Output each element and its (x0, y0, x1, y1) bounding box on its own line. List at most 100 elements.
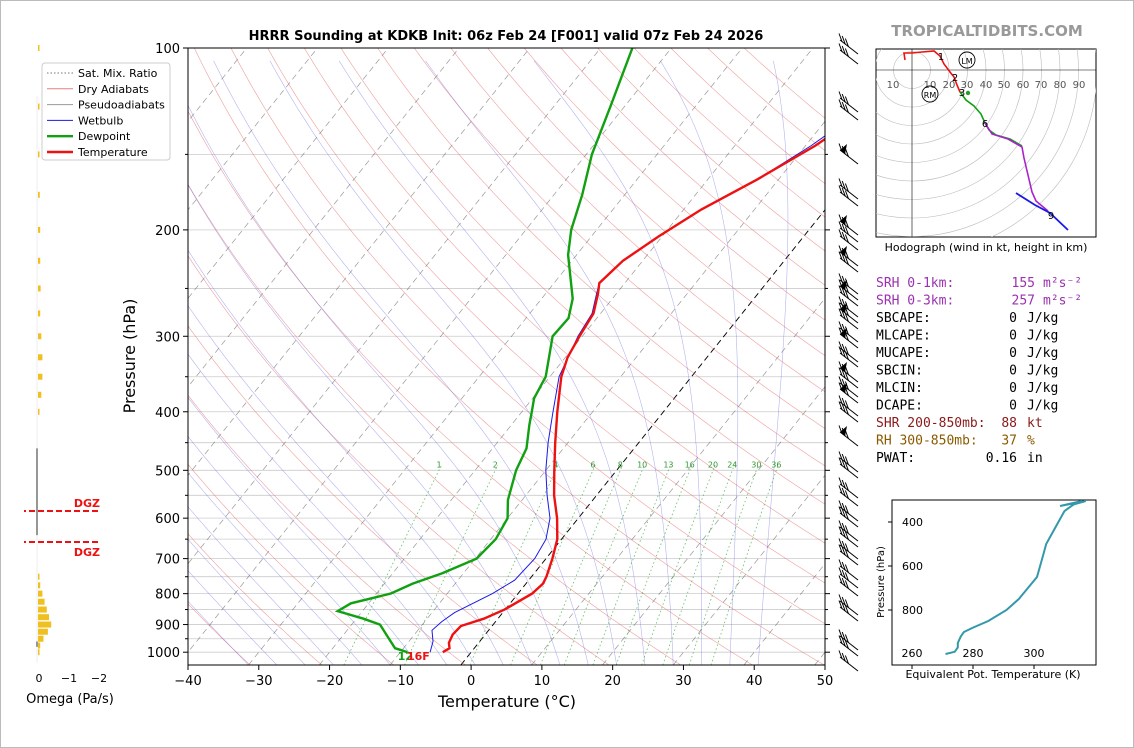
barb-feather (841, 384, 846, 394)
mixing-ratio-line (641, 464, 716, 665)
barb-feather (841, 637, 846, 647)
barb-feather (841, 508, 846, 518)
barb-staff (839, 581, 859, 597)
pseudoadiabat (188, 436, 391, 665)
hodograph-height-label: 3 (959, 88, 965, 99)
barb-feather (841, 397, 846, 407)
y-tick-label: 400 (155, 406, 180, 421)
barb-feather (838, 221, 843, 230)
barb-staff (839, 600, 859, 616)
wind-barb (838, 178, 859, 200)
barb-feather (838, 635, 843, 644)
barb-feather (841, 247, 846, 257)
barb-staff (839, 39, 859, 55)
pseudoadiabat (188, 305, 476, 665)
barb-feather (844, 525, 849, 534)
hodograph-height-label: 2 (952, 73, 958, 84)
index-unit: J/kg (1027, 311, 1058, 326)
barb-feather (841, 310, 846, 320)
barb-feather (841, 522, 846, 532)
hodograph-ring-label: 40 (980, 80, 993, 91)
y-tick-label: 500 (155, 464, 180, 479)
dry-adiabat (188, 183, 681, 665)
barb-feather (838, 308, 843, 317)
index-value: 0 (1009, 346, 1017, 361)
barb-feather (844, 372, 849, 381)
wind-barb (838, 526, 859, 548)
dgz-label-bottom: DGZ (74, 546, 100, 559)
barb-feather (844, 381, 849, 390)
index-row: RH 300-850mb: 37% (876, 434, 1035, 449)
barb-feather (841, 101, 846, 111)
wind-barb (838, 361, 859, 383)
barb-staff (839, 463, 859, 479)
hodograph-ring-label: 90 (1073, 80, 1086, 91)
barb-feather (844, 655, 849, 664)
omega-bar (38, 191, 40, 198)
barb-feather (841, 369, 846, 379)
dry-adiabat (450, 48, 825, 393)
index-value: 0 (1009, 381, 1017, 396)
barb-feather (844, 38, 849, 47)
barb-feather (844, 511, 849, 520)
barb-feather (844, 326, 849, 335)
indices-table: SRH 0-1km: 155 m²s⁻² SRH 0-3km: 257 m²s⁻² SBCA… (876, 276, 1082, 466)
y-tick-label: 300 (155, 330, 180, 345)
barb-feather (841, 187, 846, 197)
barb-feather (841, 145, 846, 155)
y-tick-label: 100 (155, 42, 180, 57)
barb-feather (844, 301, 849, 310)
barb-feather (841, 231, 846, 241)
mixing-ratio-label: 30 (751, 460, 761, 469)
wind-barb (838, 185, 859, 207)
barb-feather (838, 451, 843, 460)
pseudoadiabat (188, 472, 363, 665)
mixing-ratio-label: 36 (771, 460, 781, 469)
barb-feather (838, 327, 843, 336)
isotherm (531, 297, 825, 665)
barb-feather (841, 45, 846, 55)
omega-bar (38, 598, 45, 605)
theta-e-ytick-800: 800 (902, 604, 923, 617)
x-tick-label: −10 (387, 674, 414, 689)
index-label: PWAT: (876, 451, 915, 466)
skewt-axes-frame (187, 47, 826, 666)
index-label: SRH 0-1km: (876, 276, 954, 291)
hodograph-height-label: 6 (982, 119, 988, 130)
barb-feather (844, 400, 849, 409)
barb-feather (838, 382, 843, 391)
barb-staff (839, 401, 859, 417)
barb-feather (844, 366, 849, 375)
barb-feather (838, 477, 843, 486)
index-label: DCAPE: (876, 399, 923, 414)
barb-feather (844, 284, 849, 293)
isotherm (188, 48, 460, 388)
barb-feather (841, 528, 846, 538)
barb-feather (844, 332, 849, 341)
barb-feather (838, 99, 843, 108)
barb-feather (838, 526, 843, 535)
barb-feather (841, 223, 846, 233)
barb-feather (838, 538, 843, 547)
x-tick-label: −30 (245, 674, 272, 689)
hodograph-ring-label: 10 (924, 80, 937, 91)
wind-barb (838, 451, 859, 473)
hodograph-9km-plus (1015, 192, 1069, 231)
wind-barb (838, 367, 859, 389)
hodograph-ring-label: 80 (1054, 80, 1067, 91)
x-tick-label: 50 (817, 674, 834, 689)
barb-feather (844, 599, 849, 608)
x-axis-label: Temperature (°C) (437, 692, 576, 711)
mixing-ratio-line (592, 464, 671, 665)
barb-feather (838, 302, 843, 311)
y-tick-label: 600 (155, 512, 180, 527)
wind-barb (838, 457, 859, 479)
pseudoadiabat (757, 60, 789, 665)
wind-barb (838, 91, 859, 113)
wind-barb (838, 251, 859, 273)
barb-feather (844, 48, 849, 57)
dry-adiabat (188, 325, 538, 665)
surface-dewpoint-label: 12 (398, 650, 413, 663)
hodograph-mean-wind (965, 90, 971, 96)
omega-bar (38, 103, 40, 110)
